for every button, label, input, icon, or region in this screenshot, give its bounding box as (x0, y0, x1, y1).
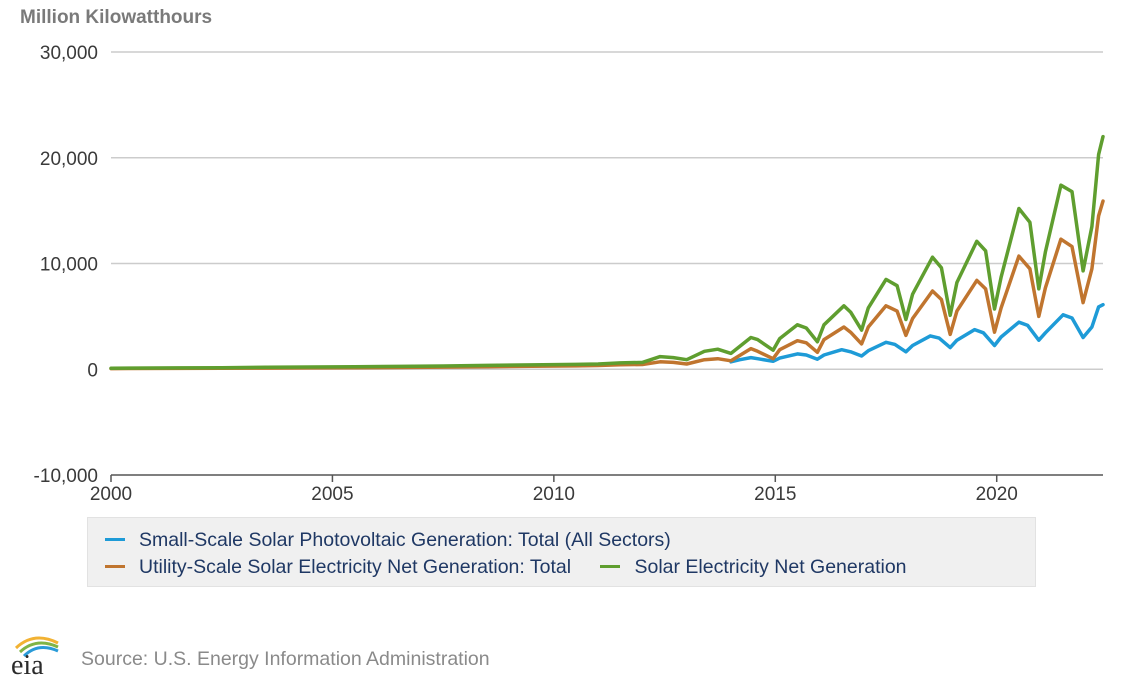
legend-swatch-utility-scale (105, 565, 125, 569)
y-tick-label-4: 30,000 (40, 43, 98, 64)
x-tick-label-3: 2015 (754, 484, 796, 505)
series-small-scale-pv-line (729, 302, 1105, 364)
legend-item-solar-net-generation[interactable]: Solar Electricity Net Generation (600, 555, 907, 579)
y-tick-label-2: 10,000 (40, 255, 98, 276)
y-tick-label-0: -10,000 (34, 466, 98, 487)
y-axis-unit-label: Million Kilowatthours (20, 7, 213, 28)
legend-swatch-small-scale-pv (105, 538, 125, 542)
x-tick-label-0: 2000 (90, 484, 132, 505)
legend-item-small-scale-pv[interactable]: Small-Scale Solar Photovoltaic Generatio… (105, 528, 671, 552)
legend-item-utility-scale[interactable]: Utility-Scale Solar Electricity Net Gene… (105, 555, 571, 579)
chart-plot: -10,000 0 10,000 20,000 30,000 2000 2005 2010 20… (34, 43, 1105, 505)
legend-swatch-solar-net-generation (600, 565, 621, 569)
series-solar-net-generation-line (109, 134, 1105, 370)
legend-label-utility-scale: Utility-Scale Solar Electricity Net Gene… (139, 556, 572, 578)
x-tick-label-2: 2010 (533, 484, 575, 505)
eia-logo[interactable]: eia (10, 632, 66, 681)
legend-label-solar-net-generation: Solar Electricity Net Generation (634, 556, 907, 578)
y-tick-label-1: 0 (87, 360, 98, 381)
x-tick-label-4: 2020 (976, 484, 1018, 505)
source-note: Source: U.S. Energy Information Administ… (81, 648, 490, 670)
eia-logo-text: eia (11, 650, 44, 678)
x-tick-label-1: 2005 (311, 484, 353, 505)
y-tick-label-3: 20,000 (40, 149, 98, 170)
eia-logo-icon: eia (11, 636, 59, 681)
legend-label-small-scale-pv: Small-Scale Solar Photovoltaic Generatio… (139, 529, 671, 551)
chart-legend: Small-Scale Solar Photovoltaic Generatio… (87, 517, 1036, 587)
